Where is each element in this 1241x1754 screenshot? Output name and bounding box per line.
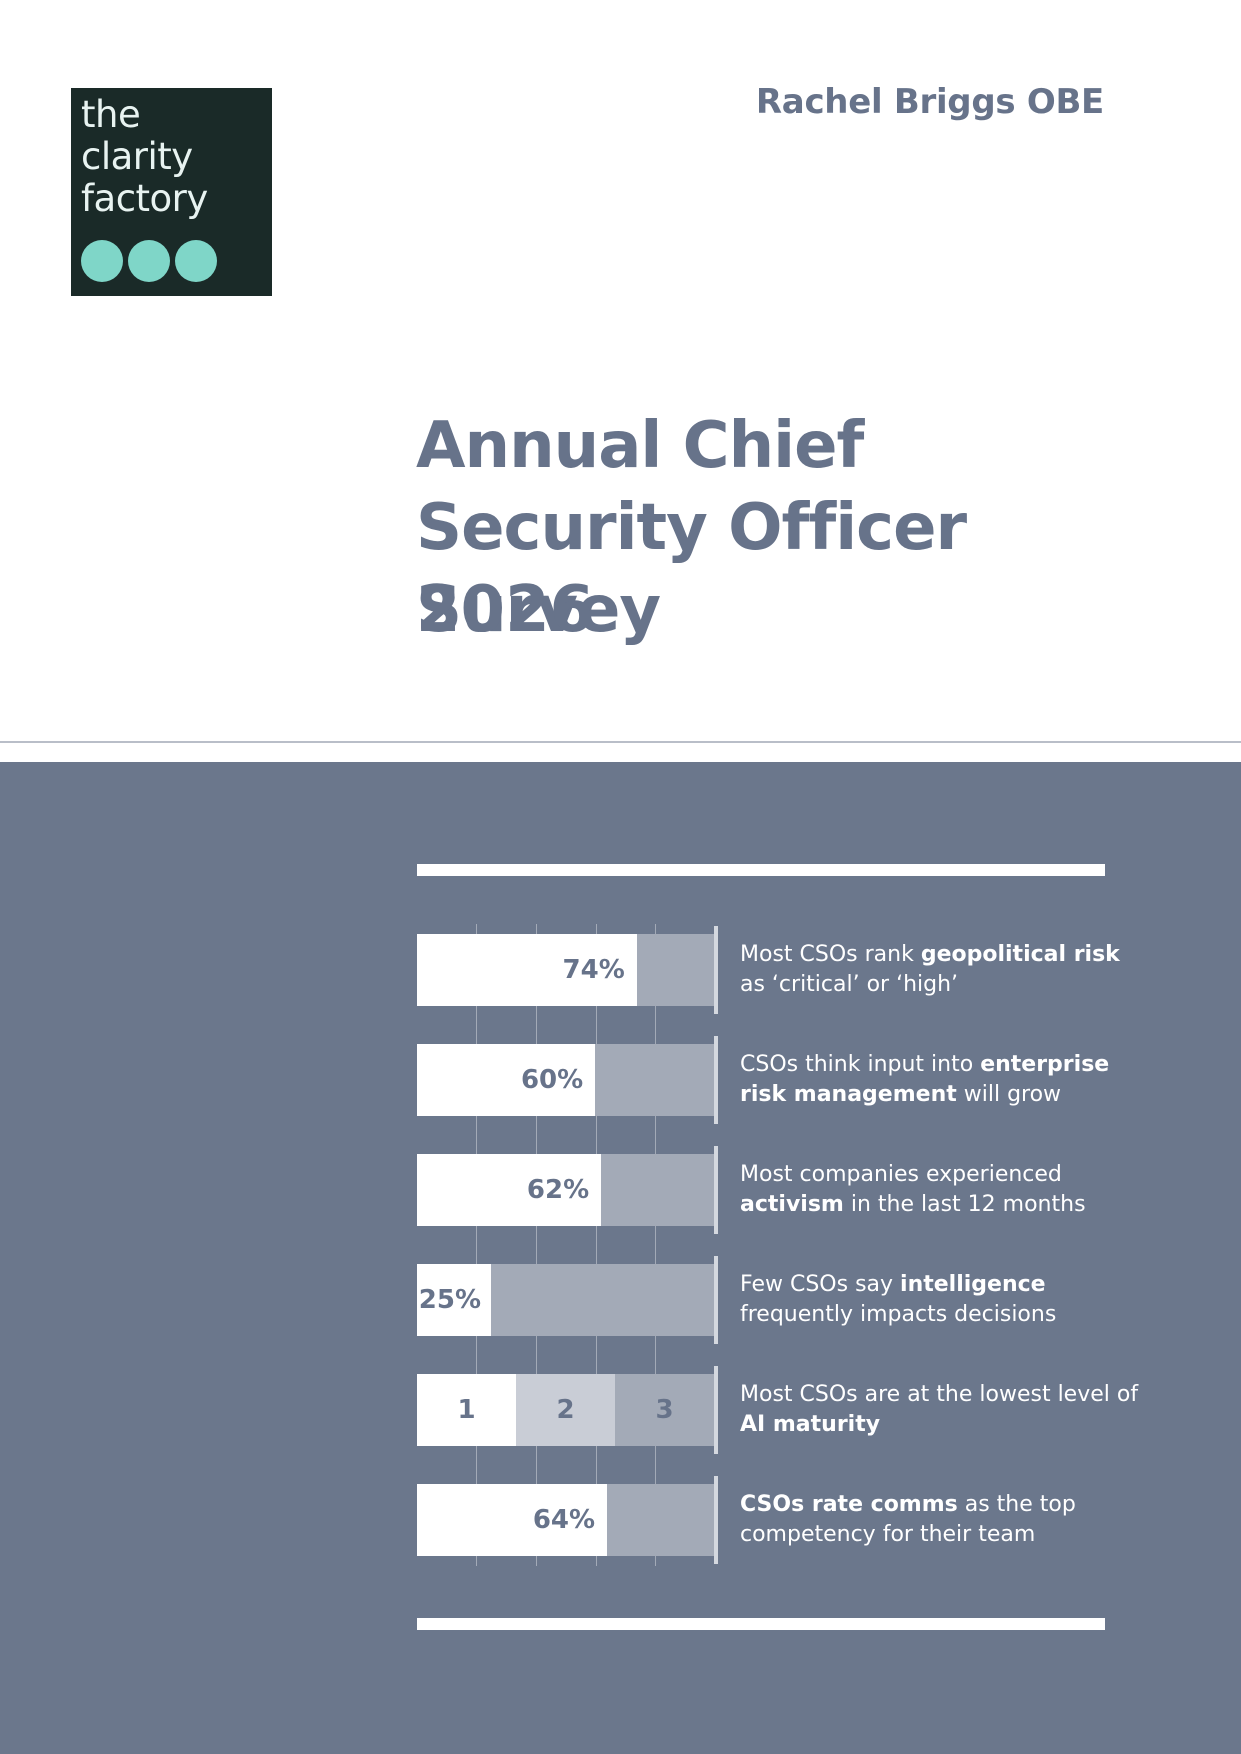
- stat-highlight: activism: [740, 1192, 844, 1217]
- stat-percentage: 62%: [526, 1175, 590, 1205]
- stat-highlight: CSOs rate comms: [740, 1492, 958, 1517]
- logo-dot-3: [175, 240, 217, 282]
- stat-bar-track: 74%: [417, 934, 714, 1006]
- stat-highlight: AI maturity: [740, 1412, 881, 1437]
- stat-bar-fill: [417, 1484, 608, 1556]
- stat-bar-fill: [417, 934, 637, 1006]
- stat-bar-endline: [714, 926, 718, 1014]
- stat-bar-endline: [714, 1146, 718, 1234]
- logo-word-the: the: [81, 93, 141, 136]
- ai-maturity-level-2: 2: [516, 1374, 615, 1446]
- clarity-factory-logo: the clarity factory: [71, 88, 272, 296]
- stat-bar-endline: [714, 1476, 718, 1564]
- logo-word-factory: factory: [81, 177, 208, 220]
- stat-highlight: geopolitical risk: [920, 942, 1120, 967]
- stat-bar-endline: [714, 1256, 718, 1344]
- stat-bar-endline: [714, 1036, 718, 1124]
- ai-maturity-level-1: 1: [417, 1374, 516, 1446]
- stat-description: Most CSOs are at the lowest level of AI …: [740, 1382, 1139, 1437]
- grid-tick: [655, 924, 656, 1566]
- stat-description: CSOs think input into enterprise risk ma…: [740, 1052, 1110, 1107]
- report-year: 2026: [416, 573, 595, 647]
- stat-description: CSOs rate comms as the top competency fo…: [740, 1492, 1076, 1547]
- stat-bar-track: 25%: [417, 1264, 714, 1336]
- ai-maturity-level-3: 3: [615, 1374, 714, 1446]
- stats-panel: 74% Most CSOs rank geopolitical risk as ‘…: [0, 762, 1241, 1754]
- stat-percentage: 74%: [562, 955, 625, 985]
- stat-description: Most CSOs rank geopolitical risk as ‘cri…: [740, 942, 1120, 997]
- panel-bottom-rule: [417, 1618, 1105, 1630]
- stat-bar-track: 62%: [417, 1154, 714, 1226]
- stat-percentage: 25%: [418, 1285, 481, 1315]
- logo-word-clarity: clarity: [81, 135, 193, 178]
- grid-tick: [536, 924, 537, 1566]
- stat-highlight: intelligence: [900, 1272, 1046, 1297]
- stat-bar-track: 64%: [417, 1484, 714, 1556]
- stat-description: Most companies experienced activism in t…: [740, 1162, 1086, 1217]
- section-divider: [0, 741, 1241, 743]
- stat-description: Few CSOs say intelligence frequently imp…: [740, 1272, 1057, 1327]
- author-name: Rachel Briggs OBE: [755, 82, 1104, 122]
- stat-bar-fill: [417, 1044, 596, 1116]
- report-title: Annual Chief Security Officer Survey: [416, 409, 967, 647]
- stat-bar-fill: [417, 1264, 492, 1336]
- stat-percentage: 60%: [520, 1065, 584, 1095]
- stat-percentage: 64%: [532, 1505, 596, 1535]
- logo-dot-1: [81, 240, 123, 282]
- grid-tick: [476, 924, 477, 1566]
- grid-tick: [596, 924, 597, 1566]
- logo-dot-2: [128, 240, 170, 282]
- stat-bar-endline: [714, 1366, 718, 1454]
- stat-bar-track: 60%: [417, 1044, 714, 1116]
- stat-bar-fill: [417, 1154, 602, 1226]
- stat-highlight: enterprise risk management: [740, 1052, 1110, 1107]
- panel-top-rule: [417, 864, 1105, 876]
